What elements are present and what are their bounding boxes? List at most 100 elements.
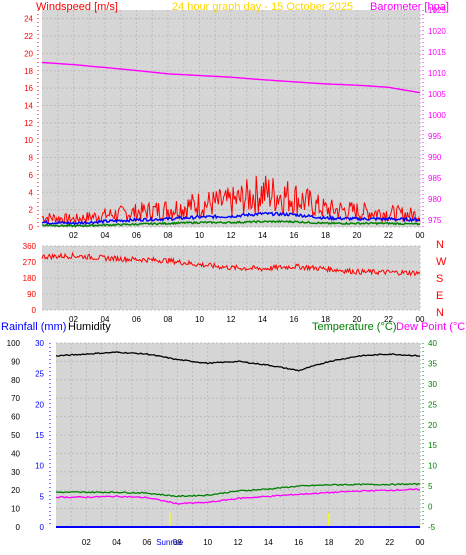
x-tick-label: 04 [101, 231, 110, 240]
temperature-tick-label: 10 [428, 462, 437, 471]
temperature-tick-label: 25 [428, 400, 437, 409]
x-tick-label: 14 [258, 231, 267, 240]
compass-label: N [436, 239, 444, 251]
x-tick-label: 22 [385, 538, 394, 547]
temperature-series-line [55, 482, 421, 498]
humidity-axis-label: Humidity [68, 321, 111, 333]
x-tick-label: 02 [69, 315, 78, 324]
x-tick-label: 12 [227, 231, 236, 240]
x-tick-label: 20 [355, 538, 364, 547]
x-tick-label: 00 [416, 538, 425, 547]
barometer-tick-label: 1020 [428, 27, 446, 36]
temperature-tick-label: 15 [428, 441, 437, 450]
humidity-tick-label: 40 [11, 449, 20, 458]
windspeed-tick-label: 16 [24, 84, 33, 93]
x-tick-label: 12 [227, 315, 236, 324]
temperature-axis-label: Temperature (°C) [312, 321, 396, 333]
direction-tick-label: 0 [32, 306, 37, 315]
humidity-ticks: 0 10 20 30 40 50 60 70 80 90 100 [7, 339, 21, 532]
humidity-tick-label: 20 [11, 486, 20, 495]
compass-label: W [436, 256, 447, 268]
x-tick-label: 02 [69, 231, 78, 240]
barometer-tick-label: 990 [428, 153, 442, 162]
windspeed-tick-label: 20 [24, 49, 33, 58]
rainfall-tick-label: 10 [35, 462, 44, 471]
direction-tick-label: 180 [23, 274, 37, 283]
barometer-series-line [41, 61, 421, 94]
direction-tick-label: 270 [23, 258, 37, 267]
temperature-ticks: -5 0 5 10 15 20 25 30 35 40 [422, 339, 437, 532]
x-tick-label: 10 [195, 315, 204, 324]
direction-ticks: 0 90 180 270 360 [23, 242, 37, 315]
gust-series-line [41, 175, 421, 225]
humidity-tick-label: 30 [11, 468, 20, 477]
barometer-tick-label: 1015 [428, 48, 446, 57]
direction-panel-series [41, 251, 421, 277]
compass-label: N [436, 307, 444, 319]
direction-series-line [41, 251, 421, 277]
humidity-tick-label: 80 [11, 376, 20, 385]
windspeed-tick-label: 14 [24, 101, 33, 110]
windspeed-tick-label: 4 [29, 188, 34, 197]
temperature-tick-label: 40 [428, 339, 437, 348]
x-tick-label: 08 [164, 231, 173, 240]
rain-panel-x-ticks: 02 04 06 08 10 12 14 16 18 20 22 00 [82, 538, 425, 547]
humidity-series-line [55, 351, 421, 372]
x-tick-label: 00 [416, 315, 425, 324]
dewpoint-axis-label: Dew Point (°C) [396, 321, 466, 333]
barometer-tick-label: 1005 [428, 90, 446, 99]
wind-panel-series [41, 61, 421, 228]
x-tick-label: 14 [264, 538, 273, 547]
humidity-tick-label: 70 [11, 394, 20, 403]
barometer-tick-label: 995 [428, 132, 442, 141]
temperature-tick-label: 0 [428, 503, 433, 512]
barometer-tick-label: 985 [428, 174, 442, 183]
humidity-tick-label: 50 [11, 431, 20, 440]
direction-tick-label: 90 [27, 290, 36, 299]
x-tick-label: 16 [294, 538, 303, 547]
rainfall-tick-label: 30 [35, 339, 44, 348]
barometer-tick-label: 1025 [428, 6, 446, 15]
rain-panel-series [55, 351, 421, 528]
temperature-tick-label: 5 [428, 482, 433, 491]
rainfall-tick-label: 0 [40, 523, 45, 532]
x-tick-label: 00 [416, 231, 425, 240]
compass-label: E [436, 290, 443, 302]
x-tick-label: 08 [173, 538, 182, 547]
x-tick-label: 08 [164, 315, 173, 324]
x-tick-label: 06 [132, 315, 141, 324]
barometer-ticks: 975 980 985 990 995 1000 1005 1010 1015 1020 1025 [422, 6, 446, 227]
rainfall-tick-label: 25 [35, 370, 44, 379]
wind-panel-x-ticks: 02 04 06 08 10 12 14 16 18 20 22 00 [69, 231, 425, 240]
x-tick-label: 16 [290, 231, 299, 240]
x-tick-label: 10 [203, 538, 212, 547]
barometer-tick-label: 980 [428, 195, 442, 204]
rainfall-tick-label: 5 [40, 492, 45, 501]
rainfall-ticks: 0 5 10 15 20 25 30 [35, 339, 51, 532]
sunrise-label: Sunrise [156, 538, 184, 547]
x-tick-label: 16 [290, 315, 299, 324]
windspeed-tick-label: 8 [29, 154, 34, 163]
x-tick-label: 20 [353, 231, 362, 240]
windspeed-tick-label: 2 [29, 206, 34, 215]
x-tick-label: 18 [321, 315, 330, 324]
humidity-tick-label: 60 [11, 413, 20, 422]
windspeed-tick-label: 18 [24, 67, 33, 76]
x-tick-label: 22 [384, 315, 393, 324]
humidity-tick-label: 100 [7, 339, 21, 348]
wind-panel-grid [42, 10, 421, 228]
x-tick-label: 06 [132, 231, 141, 240]
humidity-tick-label: 0 [16, 523, 21, 532]
temperature-tick-label: 20 [428, 421, 437, 430]
wind-series-line [41, 211, 421, 226]
barometer-axis-label: Barometer [hpa] [370, 1, 449, 13]
barometer-tick-label: 1010 [428, 69, 446, 78]
x-tick-label: 02 [82, 538, 91, 547]
barometer-tick-label: 975 [428, 216, 442, 225]
rainfall-axis-label: Rainfall (mm) [1, 321, 66, 333]
x-tick-label: 04 [112, 538, 121, 547]
direction-tick-label: 360 [23, 242, 37, 251]
graph-title: 24 hour graph day - 15 October 2025 [172, 1, 353, 13]
